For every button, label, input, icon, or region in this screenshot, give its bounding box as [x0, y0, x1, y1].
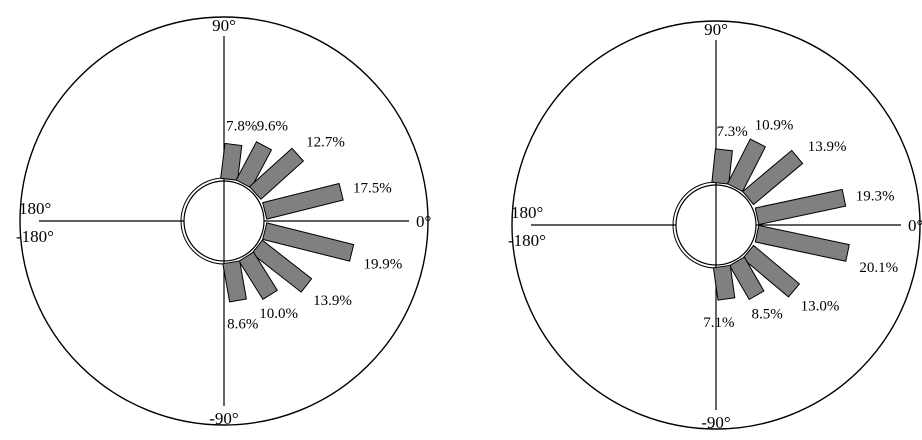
data-label: 7.3% [717, 124, 748, 140]
bar [222, 260, 247, 303]
tick-label-neg180: -180° [508, 231, 546, 250]
bar [754, 224, 850, 262]
bar [262, 222, 355, 262]
bar [262, 182, 344, 220]
data-label: 8.6% [227, 316, 258, 332]
data-label: 13.9% [808, 139, 847, 155]
tick-label-neg90: -90° [701, 413, 730, 432]
inner-ring-outline [672, 181, 717, 269]
outer-circle [511, 20, 921, 430]
tick-label-0: 0° [416, 212, 431, 231]
data-label: 9.6% [257, 119, 288, 135]
tick-label-90: 90° [704, 20, 728, 39]
inner-ring-outline [180, 177, 225, 265]
data-label: 12.7% [306, 135, 345, 151]
tick-label-neg90: -90° [209, 409, 238, 428]
bar [251, 239, 313, 293]
data-label: 10.0% [259, 306, 298, 322]
data-label: 17.5% [353, 180, 392, 196]
bar [238, 251, 278, 300]
bar [220, 142, 243, 181]
data-label: 7.8% [226, 119, 257, 135]
tick-label-neg180: -180° [16, 227, 54, 246]
tick-label-0: 0° [908, 216, 922, 235]
tick-label-180: 180° [511, 203, 543, 222]
polar-chart-right: 7.3% 10.9% 13.9% 19.3% 20.1% 13.0% 8.5% 7.1% 90°… [508, 20, 922, 432]
tick-label-180: 180° [19, 199, 51, 218]
tick-label-90: 90° [212, 16, 236, 35]
polar-chart-left: 7.8% 9.6% 12.7% 17.5% 19.9% 13.9% 10.0%8.6% 90°… [16, 16, 431, 428]
bar [728, 256, 765, 301]
outer-circle [19, 16, 429, 426]
data-label: 8.5% [752, 306, 783, 322]
bar [741, 149, 804, 206]
data-label: 20.1% [859, 260, 898, 276]
data-label: 10.9% [755, 118, 794, 134]
bar [741, 244, 801, 298]
data-label: 13.0% [801, 298, 840, 314]
data-label: 13.9% [313, 293, 352, 309]
bar [712, 264, 736, 301]
data-label: 19.3% [856, 189, 895, 205]
bar [235, 141, 273, 189]
data-label: 7.1% [703, 315, 734, 331]
bar [711, 148, 733, 185]
bar [248, 147, 305, 200]
bar [726, 138, 767, 193]
data-label: 19.9% [364, 256, 403, 272]
bar [754, 188, 847, 226]
